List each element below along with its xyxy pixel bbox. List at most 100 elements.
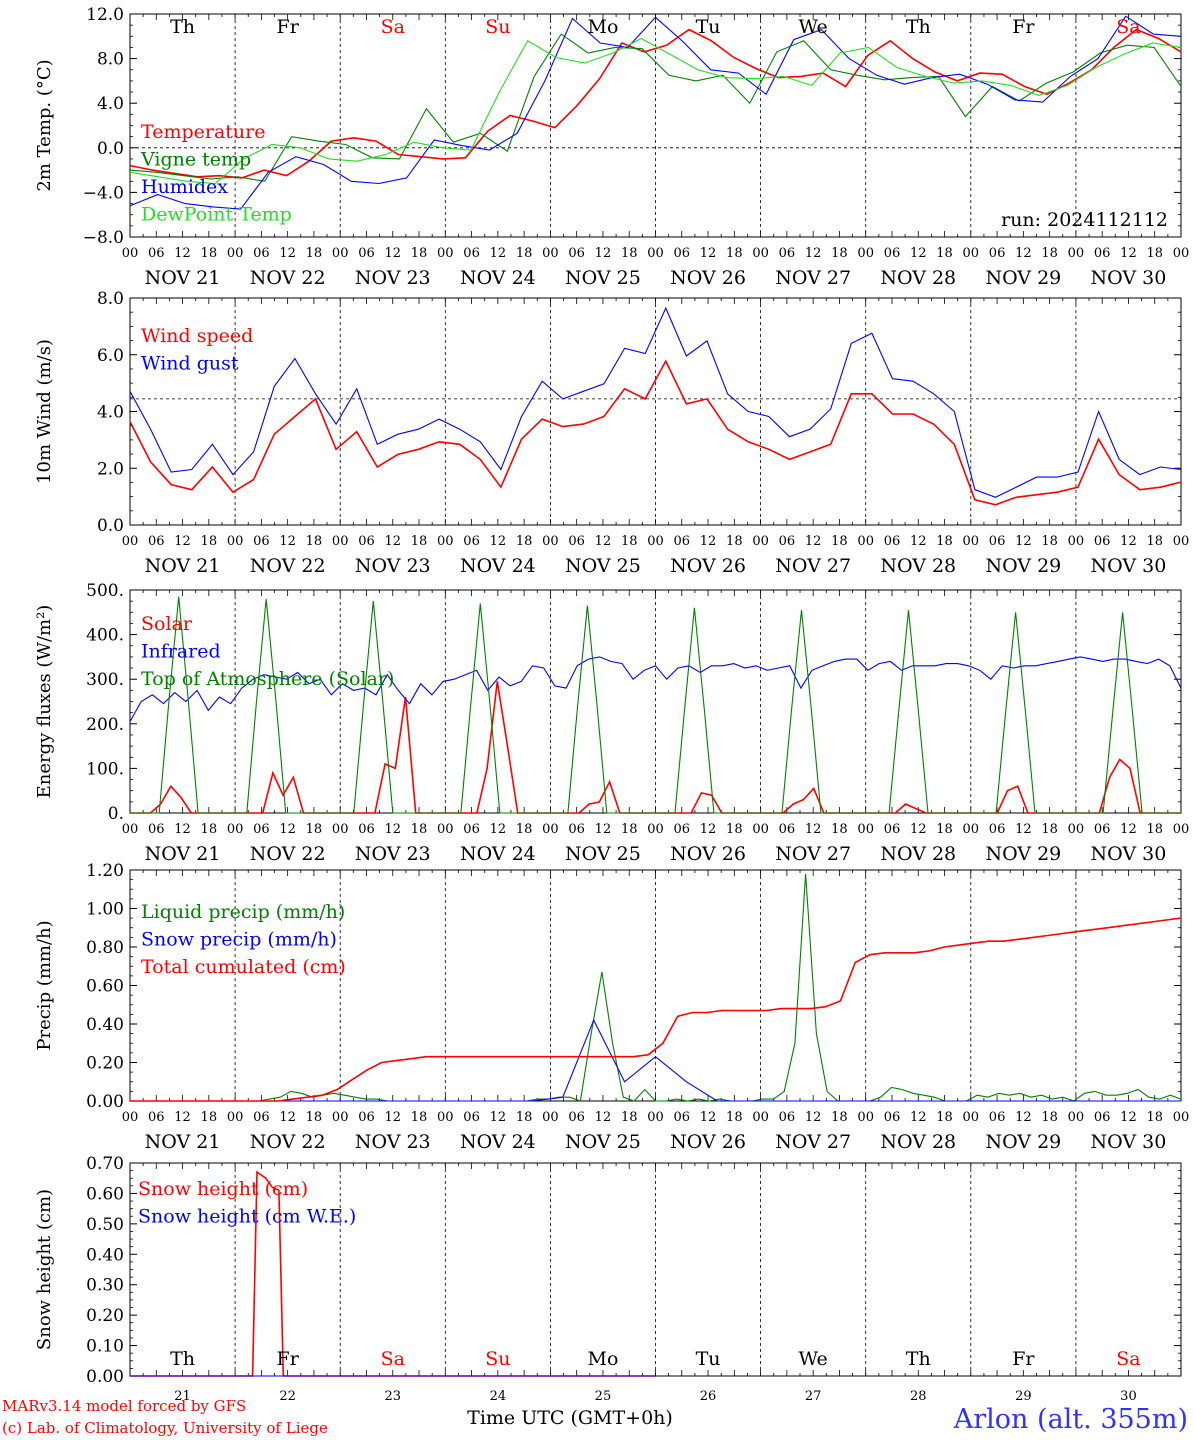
hour-tick-label: 12 bbox=[1120, 822, 1137, 837]
hour-tick-label: 18 bbox=[516, 1110, 533, 1125]
y-tick-label: 500. bbox=[86, 581, 124, 601]
legend-entry: Total cumulated (cm) bbox=[141, 956, 346, 978]
hour-tick-label: 12 bbox=[700, 1110, 717, 1125]
hour-tick-label: 06 bbox=[148, 822, 165, 837]
hour-tick-label: 00 bbox=[647, 534, 664, 549]
hour-tick-label: 06 bbox=[463, 534, 480, 549]
hour-tick-label: 18 bbox=[201, 1110, 218, 1125]
hour-tick-label: 18 bbox=[516, 534, 533, 549]
y-tick-label: 1.00 bbox=[86, 900, 124, 920]
hour-tick-label: 00 bbox=[963, 534, 980, 549]
hour-tick-label: 06 bbox=[568, 822, 585, 837]
hour-tick-label: 18 bbox=[621, 1110, 638, 1125]
hour-tick-label: 06 bbox=[568, 1110, 585, 1125]
hour-tick-label: 12 bbox=[910, 1110, 927, 1125]
panel-temperature: −8.0 −4.0 0.0 4.0 8.0 12.0 2m Temp. (°C) Temper… bbox=[34, 5, 1189, 289]
day-number-label: 24 bbox=[490, 1389, 507, 1404]
series-line-wind-speed bbox=[129, 359, 1182, 506]
hour-tick-label: 00 bbox=[857, 1110, 874, 1125]
y-tick-label: 8.0 bbox=[97, 289, 124, 309]
day-number-label: 30 bbox=[1120, 1389, 1137, 1404]
hour-tick-label: 18 bbox=[1146, 246, 1163, 261]
date-label: NOV 28 bbox=[880, 843, 956, 865]
y-tick-label: 100. bbox=[86, 759, 124, 779]
y-axis-label: 2m Temp. (°C) bbox=[34, 59, 55, 191]
hour-tick-label: 00 bbox=[332, 246, 349, 261]
date-label: NOV 27 bbox=[775, 1131, 851, 1153]
hour-tick-label: 00 bbox=[1173, 1110, 1190, 1125]
date-label: NOV 29 bbox=[985, 843, 1061, 865]
date-label: NOV 24 bbox=[460, 843, 536, 865]
hour-tick-label: 06 bbox=[148, 1110, 165, 1125]
day-name-label: Tu bbox=[696, 1348, 721, 1370]
legend-entry: Top of Atmosphere (Solar) bbox=[141, 668, 394, 690]
y-tick-label: 0.0 bbox=[97, 139, 124, 159]
hour-tick-label: 00 bbox=[227, 246, 244, 261]
y-tick-label: 0.00 bbox=[86, 1367, 124, 1387]
day-name-label: Sa bbox=[1116, 16, 1140, 38]
y-tick-label: 200. bbox=[86, 715, 124, 735]
hour-tick-label: 06 bbox=[674, 534, 691, 549]
date-label: NOV 28 bbox=[880, 1131, 956, 1153]
date-label: NOV 28 bbox=[880, 267, 956, 289]
hour-tick-label: 06 bbox=[884, 1110, 901, 1125]
hour-tick-label: 00 bbox=[437, 822, 454, 837]
hour-tick-label: 18 bbox=[411, 1110, 428, 1125]
hour-tick-label: 00 bbox=[963, 1110, 980, 1125]
day-name-label: Su bbox=[485, 1348, 510, 1370]
hour-tick-label: 00 bbox=[1068, 1110, 1085, 1125]
legend-entry: Liquid precip (mm/h) bbox=[141, 901, 345, 923]
hour-tick-label: 00 bbox=[963, 822, 980, 837]
day-name-label: Mo bbox=[587, 1348, 618, 1370]
legend-entry: Wind gust bbox=[141, 353, 239, 375]
hour-tick-label: 12 bbox=[279, 534, 296, 549]
series-line-infrared bbox=[129, 656, 1182, 722]
hour-tick-label: 06 bbox=[148, 534, 165, 549]
date-label: NOV 29 bbox=[985, 1131, 1061, 1153]
hour-tick-label: 18 bbox=[306, 1110, 323, 1125]
day-name-label: Th bbox=[170, 1348, 195, 1370]
day-name-label: Fr bbox=[277, 16, 300, 38]
series-line-snow-precip-mm-h- bbox=[130, 1018, 1181, 1102]
hour-tick-label: 18 bbox=[306, 246, 323, 261]
date-label: NOV 22 bbox=[250, 1131, 326, 1153]
legend-entry: Solar bbox=[141, 613, 193, 635]
hour-tick-label: 12 bbox=[1015, 246, 1032, 261]
hour-tick-label: 12 bbox=[700, 246, 717, 261]
hour-tick-label: 12 bbox=[384, 822, 401, 837]
day-name-label: Th bbox=[906, 16, 931, 38]
hour-tick-label: 18 bbox=[1146, 822, 1163, 837]
date-label: NOV 26 bbox=[670, 267, 746, 289]
hour-tick-label: 12 bbox=[490, 822, 507, 837]
date-label: NOV 21 bbox=[145, 843, 221, 865]
date-label: NOV 25 bbox=[565, 267, 641, 289]
date-label: NOV 26 bbox=[670, 1131, 746, 1153]
series-line-total-cumulated-cm- bbox=[130, 917, 1182, 1102]
hour-tick-label: 18 bbox=[726, 246, 743, 261]
hour-tick-label: 12 bbox=[490, 1110, 507, 1125]
station-name: Arlon (alt. 355m) bbox=[953, 1404, 1188, 1435]
date-label: NOV 30 bbox=[1091, 267, 1167, 289]
y-axis-label: Precip (mm/h) bbox=[34, 920, 55, 1050]
hour-tick-label: 06 bbox=[1094, 822, 1111, 837]
legend-entry: DewPoint Temp bbox=[141, 204, 292, 226]
hour-tick-label: 00 bbox=[122, 822, 139, 837]
hour-tick-label: 00 bbox=[647, 1110, 664, 1125]
hour-tick-label: 18 bbox=[621, 822, 638, 837]
hour-tick-label: 18 bbox=[201, 822, 218, 837]
hour-tick-label: 18 bbox=[516, 246, 533, 261]
hour-tick-label: 06 bbox=[989, 1110, 1006, 1125]
hour-tick-label: 12 bbox=[1015, 1110, 1032, 1125]
day-name-label: Fr bbox=[277, 1348, 300, 1370]
legend-entry: Infrared bbox=[141, 641, 221, 663]
hour-tick-label: 00 bbox=[963, 246, 980, 261]
y-tick-label: 0.10 bbox=[86, 1337, 124, 1357]
hour-tick-label: 12 bbox=[384, 1110, 401, 1125]
day-name-label: Sa bbox=[1116, 1348, 1140, 1370]
y-tick-label: 1.20 bbox=[86, 861, 124, 881]
y-tick-label: 0.60 bbox=[86, 1184, 124, 1204]
hour-tick-label: 12 bbox=[595, 534, 612, 549]
y-tick-label: 0.40 bbox=[86, 1245, 124, 1265]
hour-tick-label: 12 bbox=[1120, 246, 1137, 261]
hour-tick-label: 00 bbox=[542, 822, 559, 837]
